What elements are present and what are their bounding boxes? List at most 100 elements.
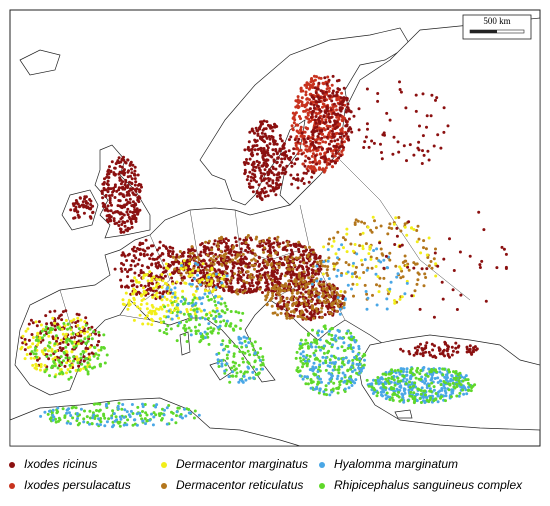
record-dot — [260, 164, 264, 168]
record-dot — [442, 367, 446, 371]
record-dot — [261, 244, 265, 248]
record-dot — [155, 274, 158, 278]
record-dot — [423, 401, 427, 404]
record-dot — [150, 244, 153, 248]
record-dot — [123, 254, 127, 258]
record-dot — [130, 177, 134, 181]
record-dot — [121, 220, 125, 224]
record-dot — [365, 307, 369, 311]
record-dot — [209, 314, 213, 317]
record-dot — [276, 156, 280, 160]
record-dot — [306, 127, 310, 130]
record-dot — [48, 374, 51, 378]
record-dot — [64, 335, 67, 339]
record-dot — [261, 367, 265, 371]
record-dot — [388, 287, 392, 291]
record-dot — [322, 245, 326, 249]
record-dot — [302, 270, 306, 274]
record-dot — [138, 241, 142, 245]
record-dot — [223, 270, 227, 274]
record-dot — [193, 257, 197, 261]
record-dot — [472, 350, 475, 354]
record-dot — [205, 312, 209, 316]
record-dot — [66, 327, 69, 331]
record-dot — [166, 267, 170, 271]
record-dot — [344, 132, 348, 136]
record-dot — [133, 276, 137, 280]
record-dot — [127, 304, 131, 307]
record-layer — [19, 74, 508, 429]
record-dot — [259, 171, 263, 175]
record-dot — [296, 106, 300, 110]
record-dot — [420, 386, 424, 390]
record-dot — [315, 260, 319, 264]
record-dot — [347, 138, 351, 142]
record-dot — [358, 357, 362, 360]
record-dot — [452, 269, 456, 272]
record-dot — [347, 117, 351, 121]
record-dot — [396, 376, 400, 380]
record-dot — [164, 245, 168, 249]
record-dot — [260, 131, 264, 135]
record-dot — [60, 327, 64, 331]
record-dot — [363, 353, 367, 357]
record-dot — [304, 308, 308, 312]
record-dot — [261, 154, 265, 158]
record-dot — [502, 247, 506, 251]
record-dot — [309, 342, 313, 346]
record-dot — [236, 292, 240, 296]
record-dot — [399, 267, 403, 271]
record-dot — [301, 89, 305, 93]
record-dot — [350, 335, 353, 339]
record-dot — [307, 289, 311, 293]
record-dot — [259, 347, 263, 350]
record-dot — [241, 252, 245, 256]
record-dot — [340, 118, 344, 122]
record-dot — [297, 101, 301, 105]
record-dot — [47, 334, 51, 338]
record-dot — [160, 273, 164, 276]
record-dot — [339, 96, 343, 100]
record-dot — [327, 277, 331, 281]
record-dot — [412, 153, 416, 157]
record-dot — [53, 350, 57, 354]
record-dot — [53, 309, 57, 313]
record-dot — [250, 342, 254, 346]
record-dot — [50, 366, 54, 370]
record-dot — [443, 342, 447, 346]
record-dot — [340, 377, 344, 381]
record-dot — [239, 275, 243, 279]
record-dot — [145, 302, 149, 306]
record-dot — [141, 405, 145, 409]
record-dot — [291, 259, 295, 263]
record-dot — [288, 285, 292, 289]
record-dot — [82, 350, 86, 354]
record-dot — [425, 267, 429, 271]
record-dot — [303, 342, 307, 346]
record-dot — [292, 152, 296, 155]
record-dot — [316, 104, 320, 108]
record-dot — [294, 256, 298, 260]
record-dot — [319, 109, 323, 113]
record-dot — [63, 364, 67, 368]
record-dot — [23, 340, 27, 344]
record-dot — [417, 237, 421, 241]
record-dot — [281, 171, 285, 175]
record-dot — [212, 262, 216, 266]
record-dot — [261, 273, 265, 277]
record-dot — [322, 293, 326, 297]
record-dot — [215, 306, 219, 310]
record-dot — [285, 248, 289, 252]
record-dot — [67, 356, 71, 360]
record-dot — [121, 185, 125, 189]
record-dot — [102, 186, 106, 190]
record-dot — [238, 350, 242, 354]
record-dot — [302, 249, 306, 253]
record-dot — [425, 253, 429, 257]
record-dot — [321, 155, 325, 159]
record-dot — [209, 297, 213, 301]
record-dot — [309, 378, 313, 381]
record-dot — [210, 248, 214, 252]
record-dot — [432, 385, 436, 389]
record-dot — [187, 408, 191, 411]
